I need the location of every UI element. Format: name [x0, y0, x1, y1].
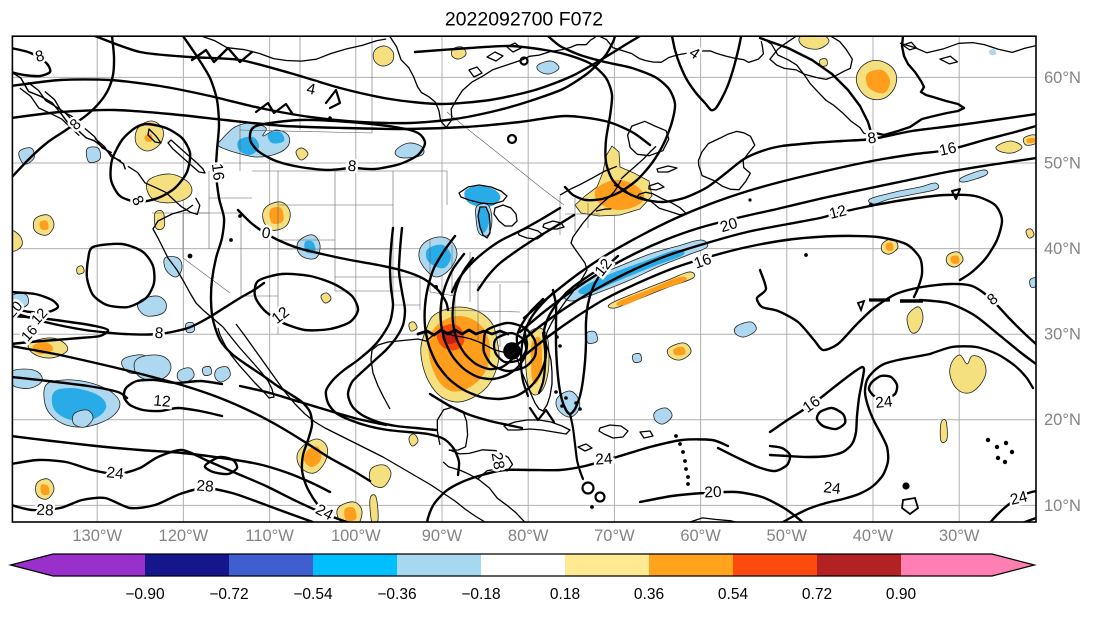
svg-text:0.72: 0.72 [802, 586, 832, 603]
svg-text:40°W: 40°W [853, 527, 894, 545]
svg-text:70°W: 70°W [594, 527, 635, 545]
svg-text:90°W: 90°W [422, 527, 463, 545]
svg-text:24: 24 [106, 464, 125, 483]
svg-text:80°W: 80°W [508, 527, 549, 545]
svg-text:30°W: 30°W [939, 527, 980, 545]
svg-text:−0.54: −0.54 [293, 586, 333, 603]
svg-text:0.36: 0.36 [634, 586, 664, 603]
svg-text:28: 28 [196, 478, 214, 496]
svg-text:8: 8 [154, 325, 164, 343]
svg-text:30°N: 30°N [1044, 326, 1081, 344]
svg-text:16: 16 [208, 162, 227, 181]
svg-text:24: 24 [823, 479, 842, 498]
svg-text:60°N: 60°N [1044, 69, 1081, 87]
svg-text:110°W: 110°W [245, 527, 294, 545]
svg-text:20°N: 20°N [1044, 411, 1081, 429]
svg-text:2022092700 F072: 2022092700 F072 [445, 9, 603, 31]
svg-text:0.18: 0.18 [550, 586, 580, 603]
svg-text:130°W: 130°W [72, 527, 122, 545]
svg-text:−0.18: −0.18 [461, 586, 500, 603]
svg-text:50°W: 50°W [767, 527, 808, 545]
svg-text:120°W: 120°W [159, 527, 209, 545]
svg-text:24: 24 [595, 450, 614, 468]
svg-text:0.54: 0.54 [718, 586, 749, 603]
svg-text:0.90: 0.90 [886, 586, 917, 603]
svg-text:8: 8 [347, 158, 357, 176]
svg-text:28: 28 [36, 502, 54, 520]
svg-text:−0.36: −0.36 [377, 586, 416, 603]
svg-text:−0.90: −0.90 [125, 586, 165, 603]
svg-text:12: 12 [153, 392, 172, 410]
svg-text:100°W: 100°W [331, 527, 381, 545]
svg-text:28: 28 [488, 451, 508, 471]
svg-text:24: 24 [874, 393, 893, 412]
svg-text:−0.72: −0.72 [209, 586, 248, 603]
svg-text:40°N: 40°N [1044, 240, 1081, 258]
svg-text:10°N: 10°N [1044, 497, 1081, 515]
svg-text:50°N: 50°N [1044, 154, 1081, 172]
svg-text:60°W: 60°W [680, 527, 721, 545]
svg-text:20: 20 [704, 484, 722, 502]
